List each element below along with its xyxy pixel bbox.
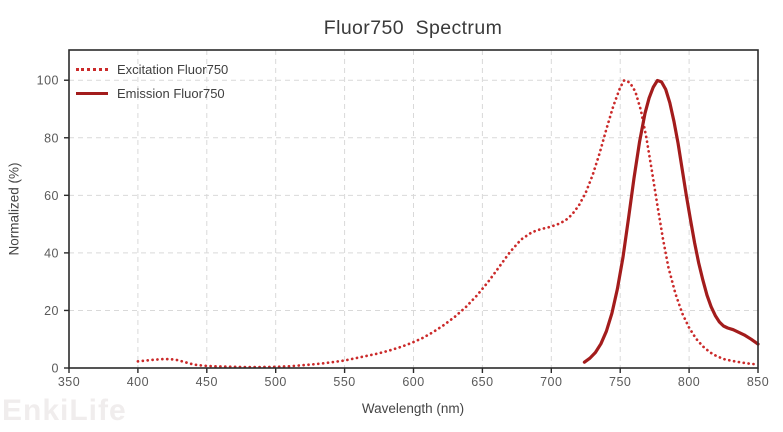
y-tick-label-60: 60 <box>44 189 59 203</box>
y-tick-label-40: 40 <box>44 246 59 260</box>
y-axis-title: Normalized (%) <box>6 162 22 256</box>
x-tick-label-350: 350 <box>58 375 80 389</box>
x-axis-title: Wavelength (nm) <box>361 401 465 416</box>
excitation-line-swatch <box>76 67 108 71</box>
excitation-curve <box>136 78 760 369</box>
y-tick-label-0: 0 <box>52 362 59 376</box>
legend-label-excitation: Excitation Fluor750 <box>117 61 229 77</box>
x-tick-label-500: 500 <box>265 375 287 389</box>
x-tick-label-650: 650 <box>471 375 493 389</box>
x-tick-label-600: 600 <box>402 375 424 389</box>
x-tick-label-450: 450 <box>196 375 218 389</box>
x-tick-label-700: 700 <box>540 375 562 389</box>
emission-line-swatch <box>76 91 108 95</box>
emission-curve <box>582 78 760 364</box>
watermark: EnkiLife <box>2 394 127 427</box>
plot-border <box>68 49 759 369</box>
chart-title: Fluor750 Spectrum <box>323 17 503 39</box>
x-tick-label-750: 750 <box>609 375 631 389</box>
legend-item-excitation: Excitation Fluor750 <box>76 57 228 81</box>
x-tick-label-800: 800 <box>678 375 700 389</box>
y-tick-label-20: 20 <box>44 304 59 318</box>
legend: Excitation Fluor750 Emission Fluor750 <box>76 57 228 105</box>
legend-item-emission: Emission Fluor750 <box>76 81 228 105</box>
x-tick-label-850: 850 <box>747 375 769 389</box>
legend-label-emission: Emission Fluor750 <box>117 85 225 101</box>
x-tick-label-400: 400 <box>127 375 149 389</box>
x-tick-label-550: 550 <box>333 375 355 389</box>
y-tick-label-80: 80 <box>44 131 59 145</box>
y-tick-label-100: 100 <box>37 74 59 88</box>
